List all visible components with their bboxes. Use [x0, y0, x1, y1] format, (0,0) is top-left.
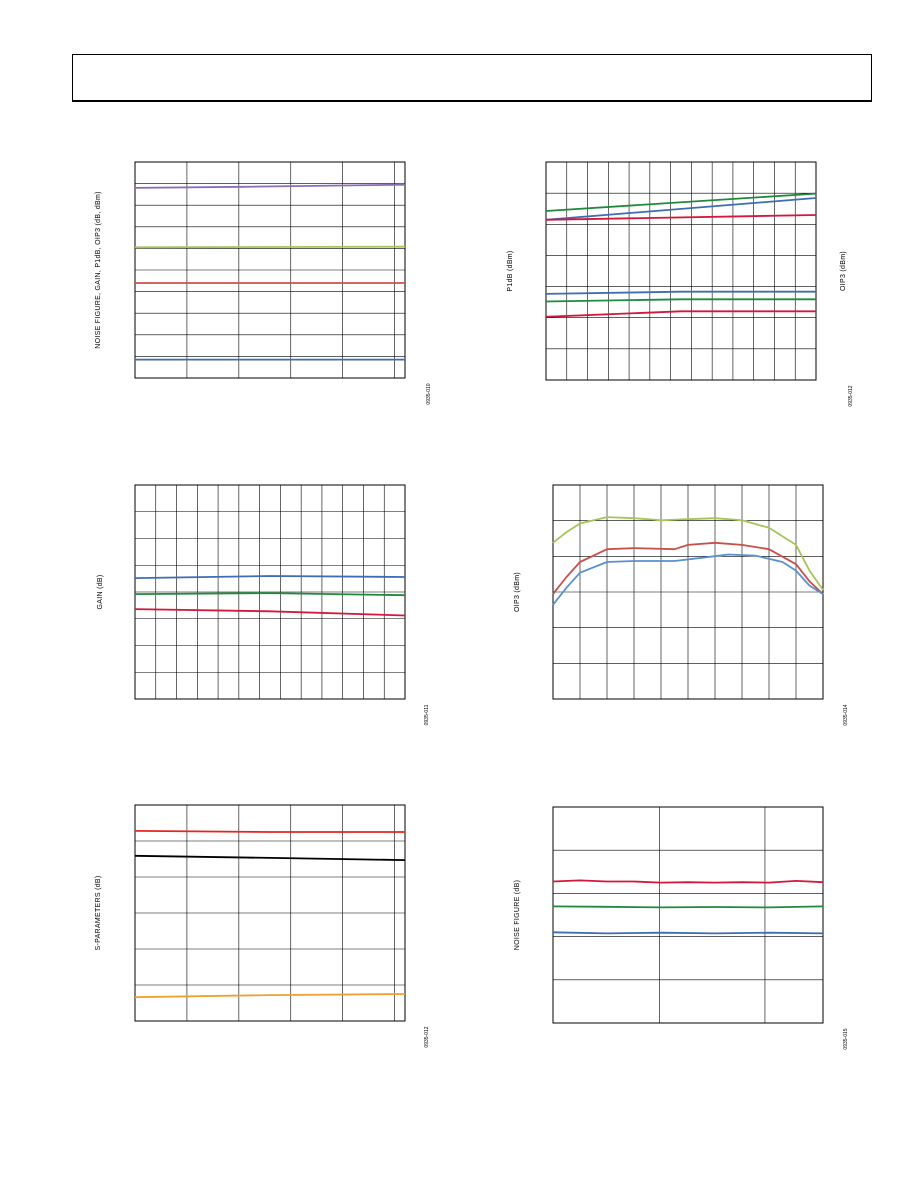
plot-frame [134, 161, 406, 379]
plot-frame [134, 804, 406, 1022]
y-axis-label: NOISE FIGURE, GAIN, P1dB, OIP3 (dB, dBm) [95, 191, 102, 348]
series-line [552, 931, 824, 935]
series-line [545, 290, 816, 295]
page-header-box [72, 54, 872, 102]
series-line [134, 993, 406, 999]
series-line [545, 310, 816, 318]
gridlines [546, 162, 816, 380]
series-line [134, 245, 406, 249]
gridlines [553, 485, 823, 699]
figure-code: 0935-014 [843, 704, 849, 725]
plot-frame [134, 484, 406, 700]
series-line [134, 592, 406, 597]
gridlines [553, 807, 823, 1023]
figure-code: 0935-012 [424, 1026, 430, 1047]
chart-svg: NOISE FIGURE, GAIN, P1dB, OIP3 (dB, dBm)… [95, 161, 432, 405]
gridlines [135, 805, 405, 1021]
series-line [134, 830, 405, 833]
series-line [552, 541, 824, 595]
chart-svg: NOISE FIGURE (dB) 0935-015 [514, 806, 849, 1050]
chart-s-parameters: S-PARAMETERS (dB) 0935-012 [90, 795, 450, 1060]
chart-oip3: OIP3 (dBm) 0935-014 [505, 475, 870, 745]
figure-code: 0935-015 [843, 1028, 849, 1049]
gridlines [135, 485, 405, 699]
series-line [134, 183, 406, 189]
plot-frame [552, 806, 824, 1024]
series-line [552, 553, 824, 606]
series-line [134, 608, 406, 617]
y-axis-label: NOISE FIGURE (dB) [514, 880, 521, 950]
series-line [552, 516, 824, 591]
chart-noise-gain-p1db-oip3: NOISE FIGURE, GAIN, P1dB, OIP3 (dB, dBm)… [90, 150, 450, 410]
figure-code: 0935-012 [848, 385, 854, 406]
figure-code: 0935-010 [426, 383, 432, 404]
series-line [552, 905, 824, 909]
y-axis-label: P1dB (dBm) [507, 250, 514, 291]
chart-svg: OIP3 (dBm) 0935-014 [514, 484, 849, 726]
chart-noise-figure: NOISE FIGURE (dB) 0935-015 [505, 795, 870, 1060]
chart-svg: GAIN (dB) 0935-011 [97, 484, 430, 725]
series-line [134, 854, 406, 861]
chart-p1db-oip3: P1dB (dBm) OIP3 (dBm) 0935-012 [500, 150, 870, 410]
y-axis-label: GAIN (dB) [97, 575, 104, 610]
chart-svg: P1dB (dBm) OIP3 (dBm) 0935-012 [507, 161, 854, 407]
plot-frame [552, 484, 824, 700]
series-line [134, 575, 406, 579]
series-line [545, 298, 816, 303]
gridlines [135, 162, 405, 378]
y-axis-label: S-PARAMETERS (dB) [95, 876, 102, 951]
y-axis-label: OIP3 (dBm) [514, 572, 521, 612]
series-line [545, 214, 817, 221]
chart-gain: GAIN (dB) 0935-011 [90, 475, 450, 745]
series-line [552, 879, 824, 884]
y-axis-label-right: OIP3 (dBm) [840, 251, 847, 291]
series-line [545, 197, 817, 221]
plot-frame [545, 161, 817, 381]
series-line [545, 192, 817, 212]
figure-code: 0935-011 [424, 704, 430, 725]
chart-svg: S-PARAMETERS (dB) 0935-012 [95, 804, 430, 1048]
